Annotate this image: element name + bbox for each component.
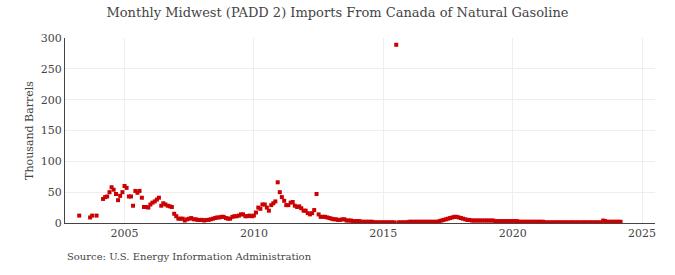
- svg-text:250: 250: [41, 63, 62, 76]
- svg-text:200: 200: [41, 94, 62, 107]
- svg-text:50: 50: [48, 186, 62, 199]
- svg-text:300: 300: [41, 32, 62, 45]
- svg-text:2005: 2005: [111, 227, 139, 240]
- svg-text:Thousand Barrels: Thousand Barrels: [23, 81, 36, 180]
- svg-text:2020: 2020: [499, 227, 527, 240]
- svg-text:2025: 2025: [628, 227, 656, 240]
- svg-text:0: 0: [55, 217, 62, 230]
- svg-text:100: 100: [41, 155, 62, 168]
- svg-text:2010: 2010: [240, 227, 268, 240]
- svg-text:150: 150: [41, 124, 62, 137]
- svg-text:Source: U.S. Energy Informatio: Source: U.S. Energy Information Administ…: [67, 251, 312, 262]
- svg-text:2015: 2015: [369, 227, 397, 240]
- svg-text:Monthly Midwest (PADD 2) Impor: Monthly Midwest (PADD 2) Imports From Ca…: [106, 5, 568, 20]
